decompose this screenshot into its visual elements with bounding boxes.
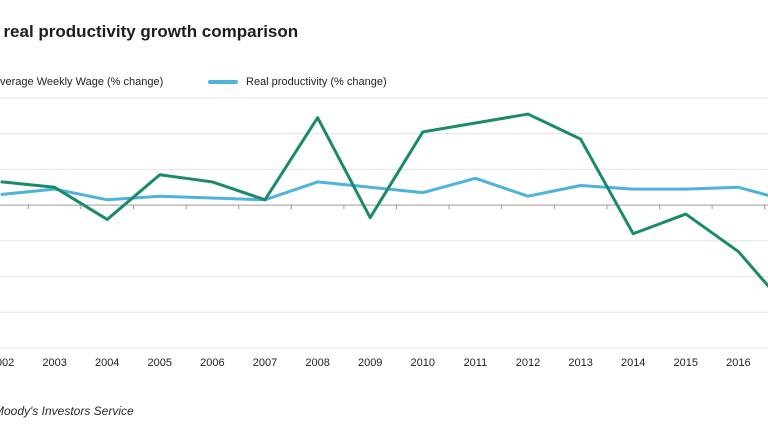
series-lines — [0, 112, 768, 289]
data-point-productivity — [737, 186, 740, 189]
x-tick-label: 2016 — [726, 357, 750, 369]
x-tick-label: 2011 — [464, 357, 488, 369]
source-note: Moody's Investors Service — [0, 404, 134, 418]
data-point-wage — [579, 137, 582, 141]
data-point-productivity — [316, 180, 319, 184]
x-tick-label: 2008 — [305, 357, 329, 369]
x-tick-label: 2007 — [253, 357, 277, 369]
data-point-productivity — [369, 186, 372, 189]
data-point-productivity — [211, 196, 214, 200]
data-point-wage — [263, 198, 267, 201]
x-tick-label: 2012 — [516, 357, 540, 369]
x-tick-label: 2010 — [411, 357, 435, 369]
data-point-productivity — [0, 193, 4, 196]
legend-swatch-productivity — [208, 80, 238, 84]
x-tick-label: 2002 — [0, 357, 14, 369]
legend-item-productivity: Real productivity (% change) — [208, 76, 387, 88]
data-point-productivity — [526, 195, 530, 198]
data-point-wage — [211, 180, 214, 184]
data-point-wage — [158, 173, 161, 176]
x-tick-label: 2015 — [674, 357, 698, 369]
data-point-wage — [684, 212, 687, 216]
chart-title: l real productivity growth comparison — [0, 22, 299, 41]
data-point-wage — [106, 218, 109, 221]
x-tick-label: 2014 — [621, 357, 645, 369]
data-point-productivity — [579, 184, 582, 187]
x-tick-label: 2004 — [95, 357, 119, 369]
legend-item-wage: verage Weekly Wage (% change) — [0, 76, 163, 88]
x-tick-label: 2005 — [148, 357, 172, 369]
x-tick-label: 2013 — [568, 357, 592, 369]
x-tick-label: 2003 — [42, 357, 66, 369]
series-line-productivity — [0, 176, 768, 202]
data-point-productivity — [632, 187, 635, 191]
data-point-wage — [526, 112, 530, 116]
data-point-wage — [53, 186, 56, 189]
x-tick-label: 2006 — [200, 357, 224, 369]
data-point-wage — [737, 250, 740, 253]
x-axis: 2002 2003 2004 2005 2006 2007 2008 2009 2010 2011… — [0, 205, 766, 369]
data-point-productivity — [421, 191, 424, 194]
data-point-productivity — [106, 198, 109, 201]
gridlines — [0, 97, 768, 349]
data-point-wage — [632, 232, 635, 235]
legend-label-wage: verage Weekly Wage (% change) — [0, 76, 164, 88]
data-point-productivity — [158, 195, 161, 198]
data-point-wage — [474, 121, 477, 125]
legend-label-productivity: Real productivity (% change) — [246, 76, 387, 88]
chart-legend: verage Weekly Wage (% change) Real produ… — [0, 76, 768, 94]
data-point-wage — [421, 130, 424, 134]
series-line-wage — [0, 112, 768, 289]
data-point-productivity — [684, 187, 687, 191]
x-tick-label: 2009 — [358, 357, 382, 369]
data-point-wage — [316, 116, 319, 119]
data-point-wage — [0, 180, 4, 184]
data-point-productivity — [474, 177, 477, 180]
data-point-wage — [369, 216, 372, 219]
